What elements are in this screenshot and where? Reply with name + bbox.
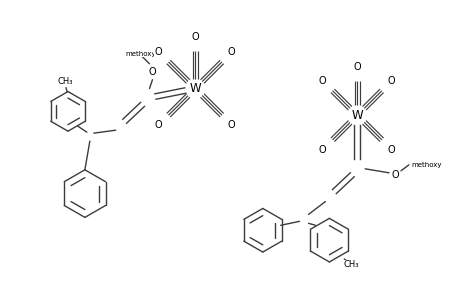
Text: O: O <box>387 145 395 155</box>
Text: O: O <box>155 47 162 57</box>
Text: O: O <box>148 67 156 77</box>
Text: O: O <box>228 47 235 57</box>
Text: O: O <box>318 145 326 155</box>
Text: O: O <box>390 170 398 180</box>
Text: methoxy: methoxy <box>410 162 441 168</box>
Text: W: W <box>351 109 362 122</box>
Text: O: O <box>318 76 326 86</box>
Text: CH₃: CH₃ <box>343 260 358 269</box>
Text: O: O <box>228 120 235 130</box>
Text: W: W <box>189 82 201 95</box>
Text: O: O <box>353 62 360 72</box>
Text: methoxy: methoxy <box>125 51 156 57</box>
Text: CH₃: CH₃ <box>57 77 73 86</box>
Text: O: O <box>191 32 199 42</box>
Text: O: O <box>387 76 395 86</box>
Text: O: O <box>155 120 162 130</box>
